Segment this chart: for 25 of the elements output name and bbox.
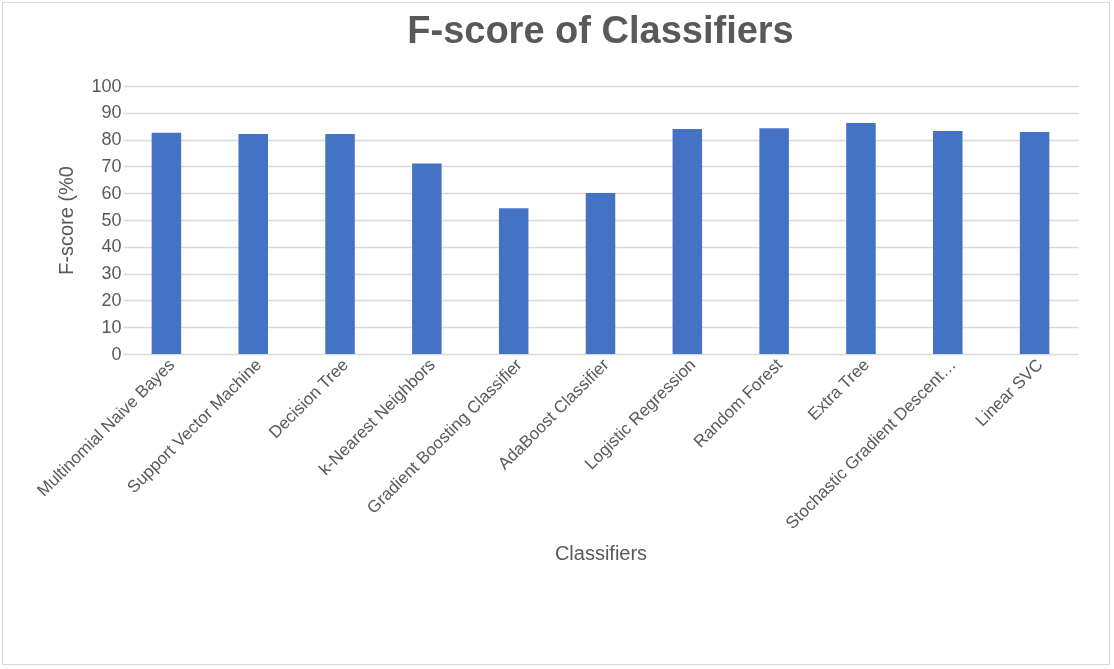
bar [585,192,616,354]
bar [151,132,182,354]
y-tick-label: 80 [101,129,122,150]
bar [238,133,268,354]
bar [498,208,529,354]
y-tick-label: 40 [101,236,122,257]
bar [1019,132,1050,354]
y-axis-title: F-score (%0 [55,166,78,275]
bar [933,131,963,354]
y-tick-label: 100 [91,75,122,96]
y-tick-label: 70 [101,155,122,176]
y-tick-label: 90 [101,102,122,123]
y-tick-label: 50 [101,209,122,230]
chart-title: F-score of Classifiers [407,9,794,51]
y-tick-label: 60 [101,182,122,203]
bar [325,133,355,354]
bar [672,128,703,354]
bar [846,122,876,354]
x-axis-title: Classifiers [554,542,648,565]
bar [759,128,789,354]
y-tick-label: 30 [101,263,122,284]
y-tick-label: 10 [101,316,122,337]
y-tick-label: 20 [101,289,122,310]
bar [412,163,442,354]
y-tick-label: 0 [111,343,122,364]
